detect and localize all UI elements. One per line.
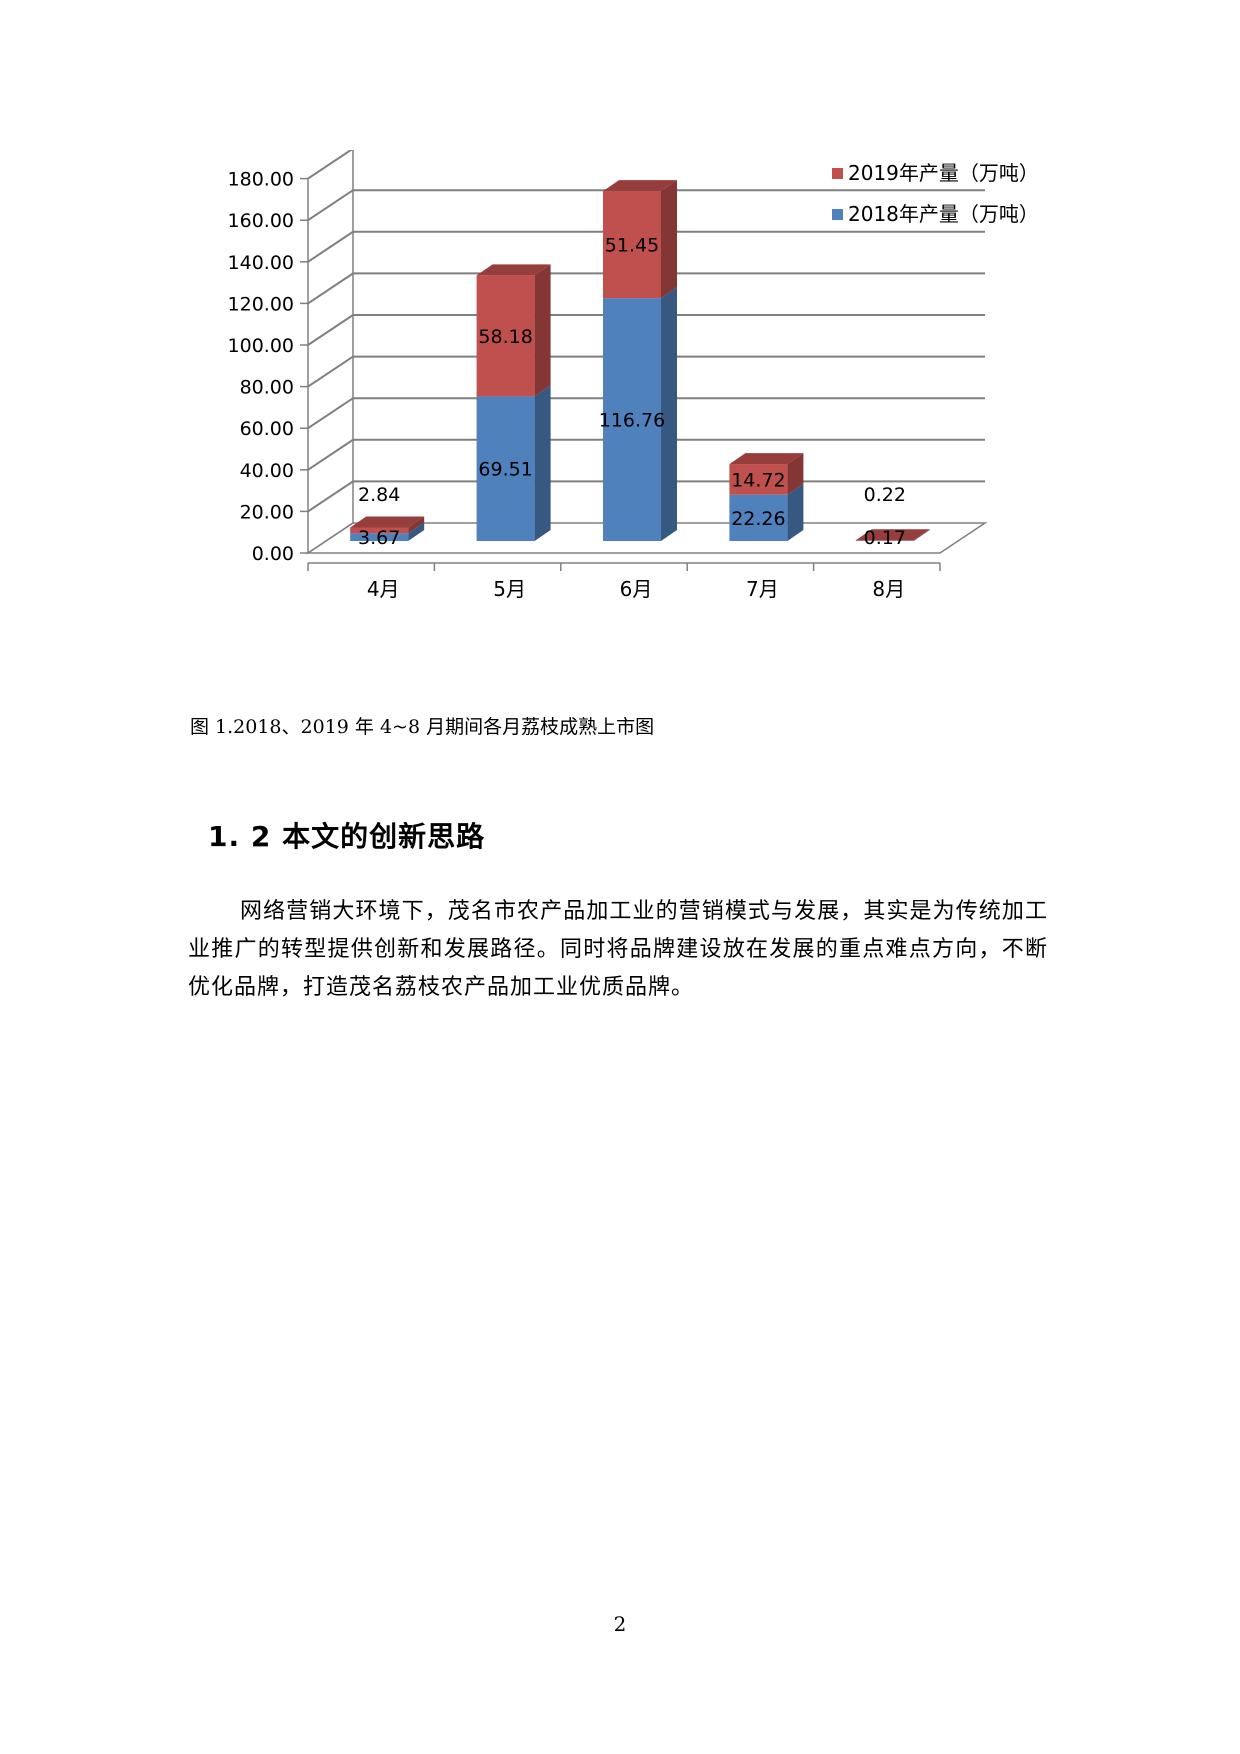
bar-top [476, 264, 551, 276]
gridline [307, 397, 985, 430]
gridline [307, 189, 985, 222]
bar-side [534, 264, 551, 397]
bar-side [787, 483, 804, 541]
chart-bars [350, 180, 930, 541]
data-label: 58.18 [478, 326, 532, 348]
data-label: 0.17 [864, 527, 906, 549]
figure-caption: 图 1.2018、2019 年 4~8 月期间各月荔枝成熟上市图 [190, 716, 655, 738]
page-number: 2 [613, 1612, 627, 1636]
left-wall [307, 150, 354, 555]
data-label: 14.72 [731, 469, 785, 491]
bar-side [534, 385, 551, 541]
bar-top [603, 180, 677, 192]
body-paragraph: 网络营销大环境下，茂名市农产品加工业的营销模式与发展，其实是为传统加工业推广的转… [188, 899, 1048, 1000]
data-label: 51.45 [605, 235, 659, 257]
bar-top [350, 516, 425, 528]
y-tick-label: 80.00 [240, 377, 294, 399]
chart-svg: 0.00 20.00 40.00 60.00 80.00 100.00 120.00 140.… [228, 150, 1039, 601]
data-label: 69.51 [478, 459, 532, 481]
legend-swatch [832, 168, 843, 179]
gridline [307, 355, 985, 388]
y-tick-label: 20.00 [240, 501, 294, 523]
chart-data-labels: 3.67 2.84 69.51 58.18 116.76 51.45 22.26 14.72 0… [358, 235, 906, 549]
y-tick-label: 60.00 [240, 418, 294, 440]
y-tick-label: 100.00 [228, 335, 294, 357]
bar-segment [476, 396, 535, 541]
stacked-bar-chart: 0.00 20.00 40.00 60.00 80.00 100.00 120.00 140.… [220, 150, 1120, 690]
y-tick-label: 180.00 [228, 169, 294, 191]
y-axis-ticks: 0.00 20.00 40.00 60.00 80.00 100.00 120.00 140.… [228, 169, 308, 565]
bar-segment [603, 298, 661, 541]
data-label: 116.76 [599, 410, 665, 432]
bar-side [913, 529, 930, 541]
section-heading: 1. 2 本文的创新思路 [208, 820, 486, 853]
y-tick-label: 120.00 [228, 293, 294, 315]
x-category-label: 6月 [620, 577, 653, 601]
data-label: 22.26 [731, 508, 785, 530]
x-category-label: 7月 [746, 577, 779, 601]
bar-segment [350, 527, 409, 534]
data-label: 0.22 [864, 484, 906, 506]
x-axis-labels: 4月 5月 6月 7月 8月 [307, 562, 941, 601]
bar-segment [476, 275, 535, 397]
gridline [307, 272, 985, 305]
bar-top [729, 453, 804, 465]
bar-segment [729, 464, 788, 495]
x-category-label: 5月 [493, 577, 526, 601]
bar-side [787, 453, 804, 495]
floor [305, 522, 988, 554]
bar-side [408, 522, 425, 541]
bar-side [661, 287, 677, 541]
legend-label: 2019年产量（万吨） [848, 161, 1039, 185]
data-label: 3.67 [358, 527, 400, 549]
bar-side [913, 529, 930, 541]
gridline [307, 438, 985, 471]
bar-segment [603, 191, 661, 299]
bar-side [408, 516, 425, 534]
chart-legend: 2019年产量（万吨） 2018年产量（万吨） [832, 161, 1039, 226]
chart-gridlines [307, 150, 985, 513]
y-tick-label: 0.00 [252, 543, 294, 565]
bar-top [855, 529, 930, 541]
x-category-label: 4月 [367, 577, 400, 601]
y-tick-label: 140.00 [228, 252, 294, 274]
bar-segment [350, 533, 409, 541]
gridline [307, 314, 985, 346]
gridline [307, 150, 353, 180]
bar-side [661, 180, 677, 299]
data-label: 2.84 [358, 484, 400, 506]
legend-label: 2018年产量（万吨） [848, 202, 1039, 226]
legend-swatch [832, 209, 843, 220]
x-category-label: 8月 [872, 577, 905, 601]
gridline [307, 230, 985, 263]
y-tick-label: 40.00 [240, 460, 294, 482]
bar-segment [729, 494, 788, 541]
y-tick-label: 160.00 [228, 210, 294, 232]
